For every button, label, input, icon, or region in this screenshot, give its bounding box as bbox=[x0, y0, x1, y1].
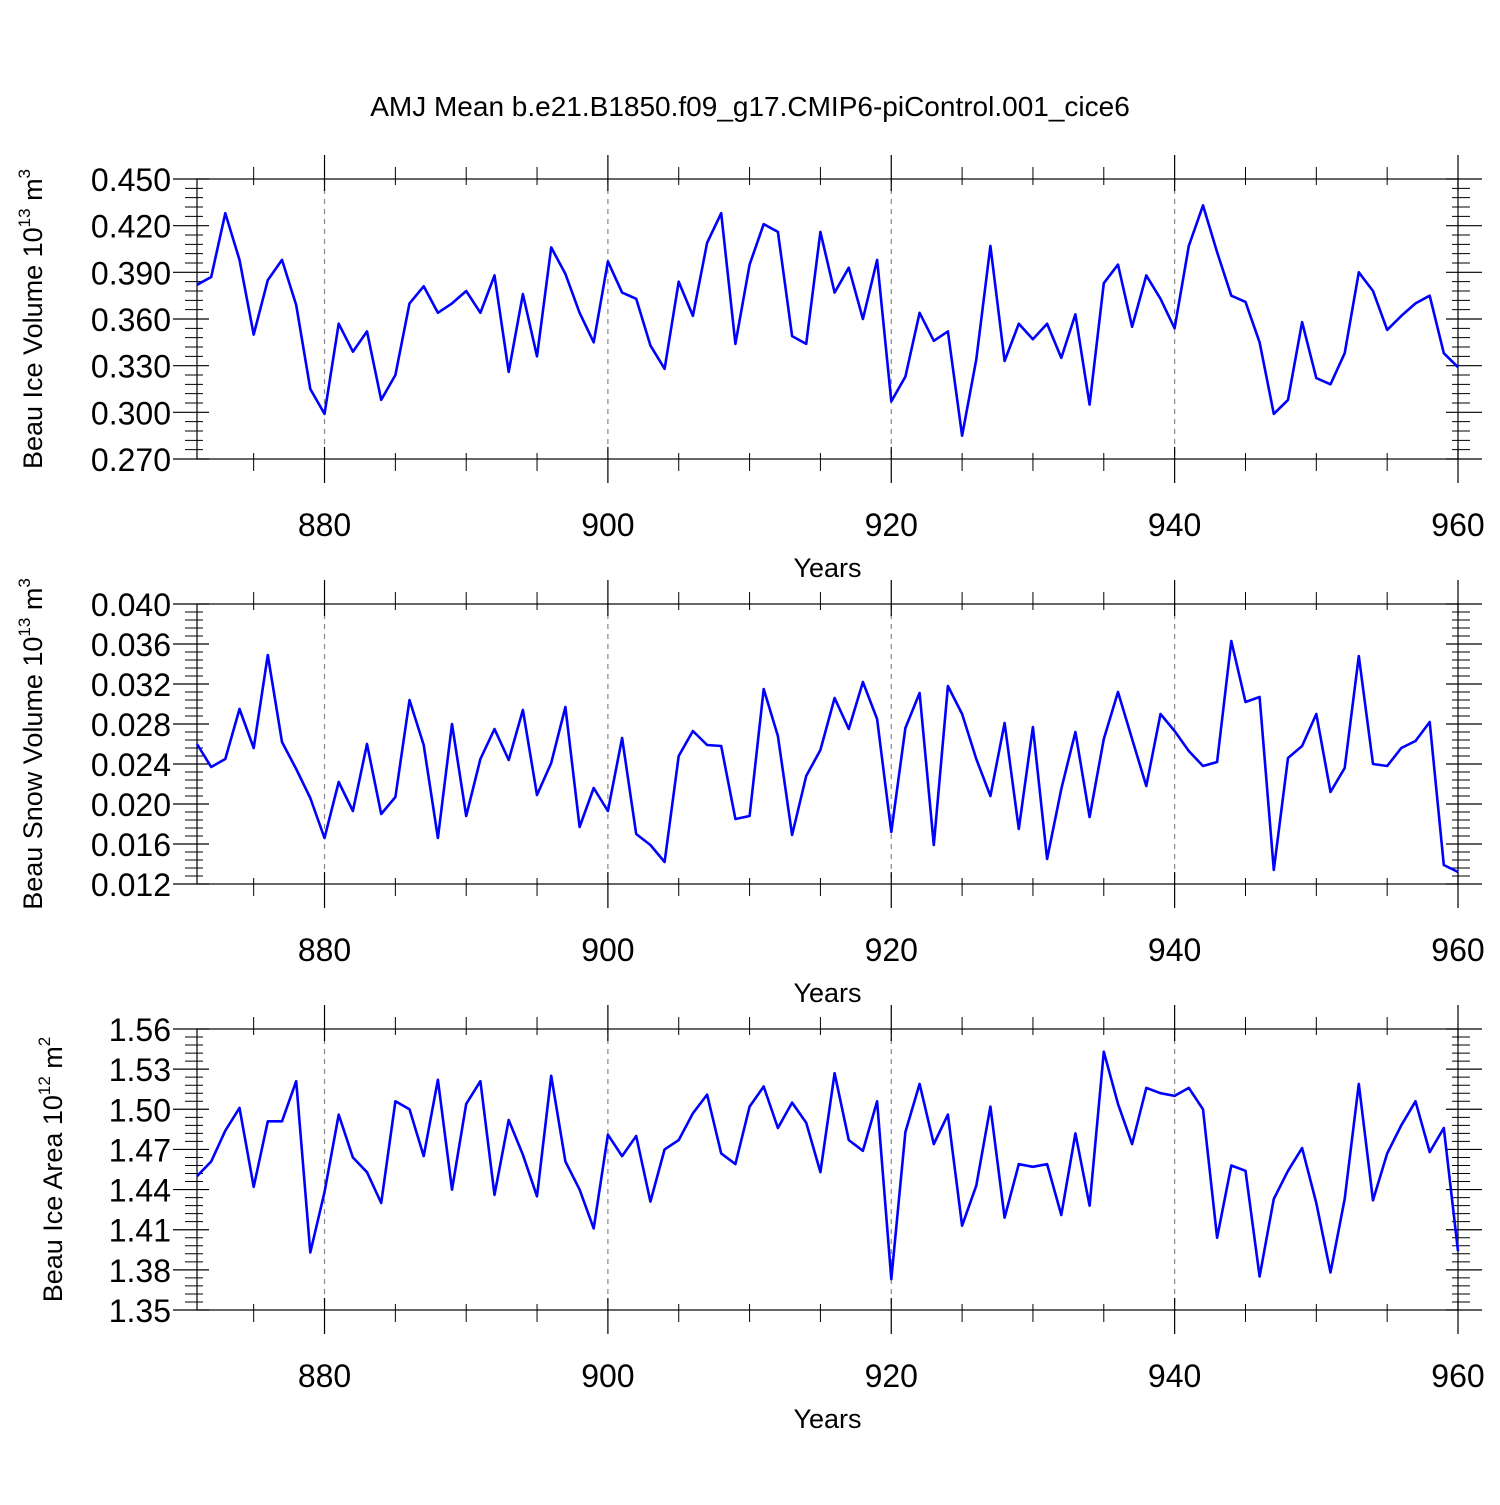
x-axis-label: Years bbox=[793, 978, 861, 1008]
y-tick-label: 0.036 bbox=[91, 627, 171, 663]
y-tick-label: 0.020 bbox=[91, 787, 171, 823]
y-axis-label: Beau Snow Volume 1013 m3 bbox=[15, 578, 48, 910]
y-tick-label: 0.016 bbox=[91, 827, 171, 863]
y-tick-label: 1.35 bbox=[109, 1293, 171, 1329]
plot-frame bbox=[196, 178, 1459, 460]
y-tick-label: 1.47 bbox=[109, 1132, 171, 1168]
series-line bbox=[196, 204, 1459, 438]
y-tick-label: 0.360 bbox=[91, 302, 171, 338]
series-line bbox=[195, 639, 1459, 874]
x-tick-label: 900 bbox=[581, 932, 634, 968]
x-tick-label: 960 bbox=[1431, 932, 1484, 968]
y-tick-label: 0.024 bbox=[91, 747, 171, 783]
x-tick-label: 920 bbox=[865, 932, 918, 968]
panel-3: 880 900 920 940 960 1.35 1.38 1.41 1.44 1.47 1.50 1… bbox=[35, 1005, 1485, 1434]
x-tick-label: 880 bbox=[298, 932, 351, 968]
panel-1: 880 900 920 940 960 0.270 0.300 0.330 0.360 0.390… bbox=[15, 155, 1485, 583]
y-tick-label: 0.012 bbox=[91, 867, 171, 903]
y-tick-label: 1.50 bbox=[109, 1092, 171, 1128]
x-tick-label: 880 bbox=[298, 1358, 351, 1394]
panel-2: 880 900 920 940 960 0.012 0.016 0.020 0.024 0.028… bbox=[15, 578, 1485, 1008]
y-tick-label: 1.44 bbox=[109, 1173, 171, 1209]
y-tick-label: 0.390 bbox=[91, 255, 171, 291]
plot-frame bbox=[196, 603, 1459, 885]
x-tick-label: 960 bbox=[1431, 507, 1484, 543]
y-tick-label: 1.56 bbox=[109, 1012, 171, 1048]
x-axis-label: Years bbox=[793, 553, 861, 583]
x-axis-label: Years bbox=[793, 1404, 861, 1434]
y-axis-label: Beau Ice Area 1012 m2 bbox=[35, 1037, 68, 1303]
x-tick-label: 940 bbox=[1148, 507, 1201, 543]
y-tick-label: 0.330 bbox=[91, 349, 171, 385]
y-tick-label: 0.040 bbox=[91, 587, 171, 623]
x-tick-label: 880 bbox=[298, 507, 351, 543]
x-tick-label: 920 bbox=[865, 507, 918, 543]
y-tick-label: 0.300 bbox=[91, 395, 171, 431]
x-tick-label: 960 bbox=[1431, 1358, 1484, 1394]
x-tick-label: 900 bbox=[581, 507, 634, 543]
y-tick-label: 0.270 bbox=[91, 442, 171, 478]
y-axis-label: Beau Ice Volume 1013 m3 bbox=[15, 169, 48, 469]
x-tick-label: 920 bbox=[865, 1358, 918, 1394]
y-tick-label: 0.028 bbox=[91, 707, 171, 743]
y-tick-label: 1.38 bbox=[109, 1253, 171, 1289]
chart-title: AMJ Mean b.e21.B1850.f09_g17.CMIP6-piCon… bbox=[370, 91, 1130, 122]
y-tick-label: 1.53 bbox=[109, 1052, 171, 1088]
x-tick-label: 940 bbox=[1148, 1358, 1201, 1394]
plot-frame bbox=[196, 1028, 1459, 1311]
x-tick-label: 900 bbox=[581, 1358, 634, 1394]
x-tick-label: 940 bbox=[1148, 932, 1201, 968]
y-tick-label: 1.41 bbox=[109, 1213, 171, 1249]
series-line bbox=[196, 1050, 1460, 1281]
y-tick-label: 0.450 bbox=[91, 162, 171, 198]
y-tick-label: 0.032 bbox=[91, 667, 171, 703]
y-tick-label: 0.420 bbox=[91, 209, 171, 245]
